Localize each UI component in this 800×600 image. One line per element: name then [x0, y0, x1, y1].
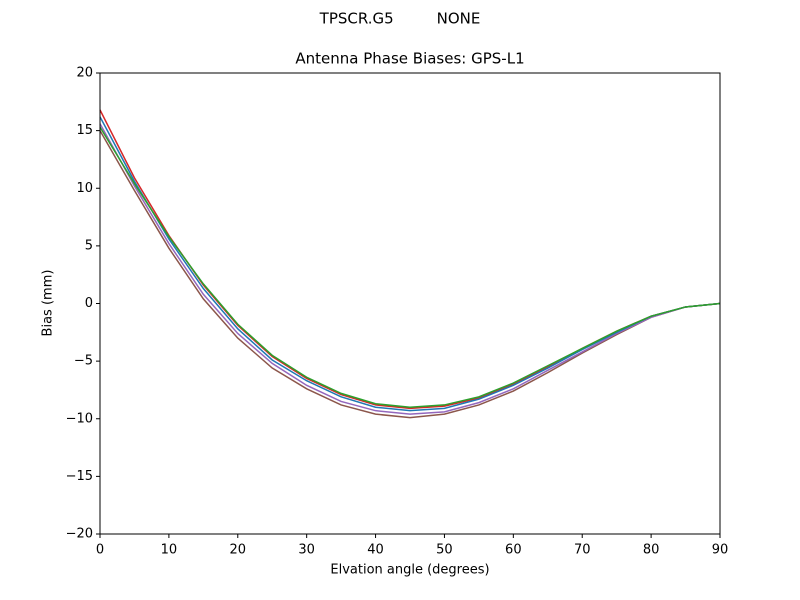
y-tick-label: 0 [85, 296, 93, 311]
x-tick-label: 50 [436, 543, 453, 558]
y-tick-label: 20 [76, 66, 93, 81]
y-tick-label: 10 [76, 181, 93, 196]
x-tick-label: 20 [230, 543, 247, 558]
series-line [99, 123, 721, 415]
x-tick-label: 40 [367, 543, 384, 558]
y-tick-label: −10 [66, 411, 93, 426]
plot-frame [99, 72, 721, 535]
series-line [99, 109, 721, 410]
y-tick-label: −20 [66, 527, 93, 542]
x-tick-label: 70 [574, 543, 591, 558]
x-tick-label: 80 [643, 543, 660, 558]
y-tick-label: −5 [74, 354, 93, 369]
y-axis-label: Bias (mm) [41, 270, 56, 337]
x-tick-label: 10 [161, 543, 178, 558]
x-tick-label: 90 [712, 543, 729, 558]
series-line [99, 116, 721, 412]
y-tick-label: 15 [76, 123, 93, 138]
y-tick-label: −15 [66, 469, 93, 484]
chart-title: Antenna Phase Biases: GPS-L1 [295, 50, 524, 68]
suptitle: TPSCR.G5 NONE [319, 10, 481, 28]
x-tick-label: 0 [96, 543, 104, 558]
x-tick-label: 60 [505, 543, 522, 558]
x-tick-label: 30 [298, 543, 315, 558]
x-axis-label: Elvation angle (degrees) [330, 563, 489, 578]
y-tick-label: 5 [85, 238, 93, 253]
series-line [99, 126, 721, 408]
series-line [99, 130, 721, 419]
